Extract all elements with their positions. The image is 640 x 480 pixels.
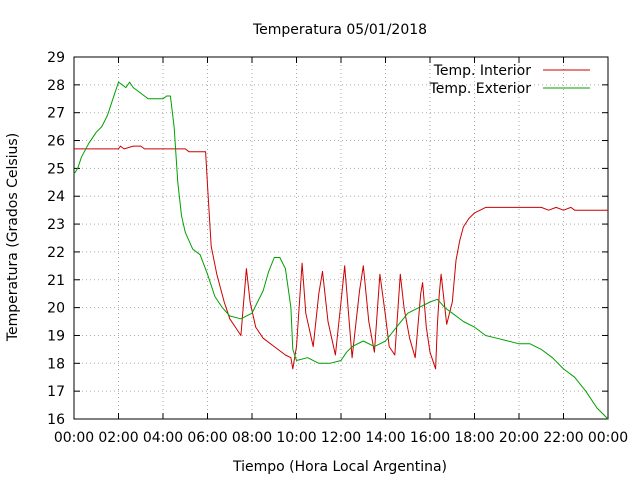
x-tick-label: 14:00	[365, 430, 405, 446]
x-tick-label: 00:00	[54, 430, 94, 446]
y-tick-label: 26	[47, 134, 65, 150]
x-tick-label: 04:00	[143, 430, 183, 446]
y-tick-label: 16	[47, 412, 65, 428]
x-tick-label: 20:00	[499, 430, 539, 446]
legend: Temp. Interior Temp. Exterior	[429, 63, 590, 97]
y-tick-label: 25	[47, 161, 65, 177]
y-tick-label: 20	[47, 301, 65, 317]
y-tick-label: 24	[47, 189, 65, 205]
y-tick-label: 29	[47, 50, 65, 66]
y-tick-label: 17	[47, 384, 65, 400]
series-lines	[73, 81, 609, 420]
x-tick-label: 08:00	[232, 430, 272, 446]
chart-title: Temperatura 05/01/2018	[252, 22, 427, 38]
x-tick-label: 00:00	[588, 430, 628, 446]
y-tick-label: 19	[47, 328, 65, 344]
x-tick-label: 16:00	[410, 430, 450, 446]
x-tick-label: 06:00	[187, 430, 227, 446]
y-axis-label: Temperatura (Grados Celsius)	[5, 133, 21, 342]
y-tick-label: 21	[47, 273, 65, 289]
x-tick-label: 10:00	[276, 430, 316, 446]
x-tick-label: 22:00	[543, 430, 583, 446]
x-axis-label: Tiempo (Hora Local Argentina)	[232, 459, 447, 475]
series-line-temp-interior	[74, 145, 608, 370]
y-tick-label: 27	[47, 106, 65, 122]
y-tick-label: 28	[47, 78, 65, 94]
x-tick-label: 02:00	[98, 430, 138, 446]
series-line-temp-exterior	[73, 81, 609, 420]
legend-label: Temp. Exterior	[429, 81, 532, 97]
x-tick-label: 18:00	[454, 430, 494, 446]
grid-lines	[74, 57, 608, 419]
y-tick-label: 23	[47, 217, 65, 233]
x-tick-label: 12:00	[321, 430, 361, 446]
legend-label: Temp. Interior	[433, 63, 532, 79]
y-tick-label: 22	[47, 245, 65, 261]
y-tick-label: 18	[47, 356, 65, 372]
